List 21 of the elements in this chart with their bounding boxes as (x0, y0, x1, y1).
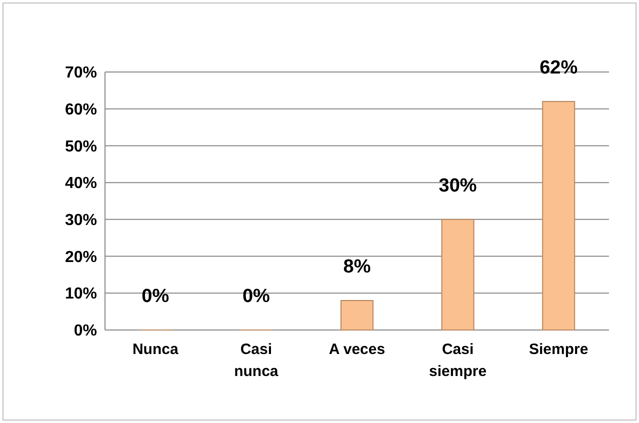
y-tick-label: 50% (64, 138, 97, 156)
bar (542, 100, 576, 330)
y-tick-label: 0% (74, 322, 97, 340)
y-tick-label: 70% (64, 64, 97, 82)
data-label: 0% (242, 286, 270, 307)
y-tick-label: 30% (64, 212, 97, 230)
data-label: 30% (438, 175, 477, 196)
x-tick-label: Casi nunca (234, 341, 279, 380)
x-tick-label: Nunca (132, 341, 179, 358)
bar (441, 218, 474, 330)
data-label: 8% (343, 256, 371, 278)
y-tick-label: 60% (64, 101, 97, 118)
x-tick-label: A veces (328, 341, 386, 358)
data-label: 0% (142, 286, 170, 307)
x-tick-label: Casi siempre (429, 341, 487, 380)
x-tick-label: Siempre (529, 341, 588, 358)
bar (340, 300, 374, 330)
y-tick-label: 40% (64, 175, 97, 192)
y-tick-label: 10% (64, 286, 97, 303)
y-tick-label: 20% (64, 248, 97, 266)
data-label: 62% (540, 57, 578, 78)
